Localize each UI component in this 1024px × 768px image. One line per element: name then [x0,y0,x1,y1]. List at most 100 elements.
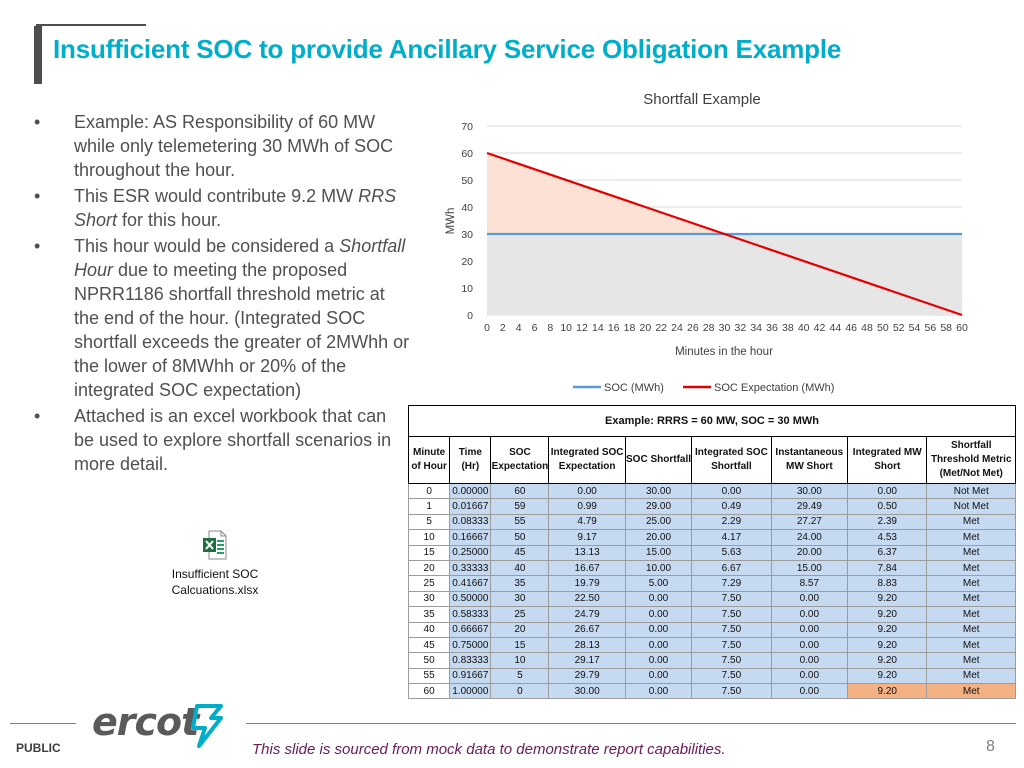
table-cell: 0.00000 [449,482,492,500]
x-tick-label: 4 [516,322,522,334]
x-tick-label: 36 [766,322,778,334]
title-accent-line [36,24,146,26]
table-cell: 0.00 [847,482,928,500]
table-cell: 9.20 [847,606,928,623]
x-tick-label: 6 [532,322,538,334]
footer-divider-right [246,723,1016,724]
table-cell: 20.00 [624,529,693,546]
table-row: 5 0.08333 55 4.79 25.00 2.29 27.27 2.39 Met [407,513,1016,531]
table-row: 25 0.41667 35 19.79 5.00 7.29 8.57 8.83 Met [407,575,1016,592]
table-cell: 0.25000 [449,544,492,561]
table-cell: 0.75000 [449,636,492,654]
table-row: 20 0.33333 40 16.67 10.00 6.67 15.00 7.84 Met [407,559,1016,577]
x-tick-label: 14 [592,322,604,334]
table-cell: 0.99 [548,498,626,515]
table-cell: 0.00 [624,667,693,685]
table-cell: 2.39 [847,513,928,531]
table-cell: 6.67 [691,559,772,577]
bullet-text: Attached is an excel workbook that can b… [74,406,392,474]
x-tick-label: 38 [782,322,794,334]
table-cell: Met [926,667,1016,685]
x-tick-label: 16 [608,322,620,334]
table-cell: Met [926,575,1016,592]
y-tick-label: 0 [467,310,473,322]
table-cell: 5.00 [624,575,693,592]
table-cell: 19.79 [548,575,626,592]
bullet-emphasis: Shortfall Hour [74,236,406,280]
table-cell: 40 [490,559,550,577]
table-row: 55 0.91667 5 29.79 0.00 7.50 0.00 9.20 Met [407,667,1016,685]
slide-title: Insufficient SOC to provide Ancillary Se… [53,34,842,64]
table-cell: 29.00 [624,498,693,515]
attachment-name-line1[interactable]: Insufficient SOC [171,567,259,581]
table-cell: 16.67 [548,559,626,577]
mock-data-disclaimer: This slide is sourced from mock data to … [252,741,726,758]
table-cell: 20 [490,621,550,638]
excel-file-icon[interactable] [203,530,227,560]
table-cell: 25 [490,606,550,623]
table-cell: 26.67 [548,621,626,638]
soc-area [487,234,962,315]
table-cell: 35 [407,606,451,623]
table-row: 1 0.01667 59 0.99 29.00 0.49 29.49 0.50 Not Met [407,498,1016,515]
bullet-item: This ESR would contribute 9.2 MW RRS Sho… [30,184,410,232]
table-cell: 6.37 [847,544,928,561]
attachment-name-line2[interactable]: Calcuations.xlsx [171,583,259,597]
table-cell: 0.50000 [449,590,492,608]
table-cell: 45 [407,636,451,654]
table-cell: Not Met [926,498,1016,515]
x-tick-label: 58 [940,322,952,334]
table-cell: 35 [490,575,550,592]
table-cell: 9.20 [847,636,928,654]
x-tick-label: 22 [655,322,667,334]
table-cell: 60 [407,683,451,700]
table-cell: Met [926,621,1016,638]
table-row: 45 0.75000 15 28.13 0.00 7.50 0.00 9.20 Met [407,636,1016,654]
table-cell: 30 [407,590,451,608]
table-cell: Not Met [926,482,1016,500]
table-cell: 0.00 [770,636,849,654]
y-tick-label: 50 [461,175,473,187]
x-tick-label: 50 [877,322,889,334]
table-cell: 0.00 [624,590,693,608]
table-cell: 30.00 [770,482,849,500]
y-tick-label: 30 [461,229,473,241]
table-row: 15 0.25000 45 13.13 15.00 5.63 20.00 6.37 Met [407,544,1016,561]
column-header: Shortfall Threshold Metric (Met/Not Met) [926,436,1016,484]
legend-label: SOC Expectation (MWh) [714,382,834,394]
table-cell: 60 [490,482,550,500]
table-cell: 0.66667 [449,621,492,638]
x-tick-label: 0 [484,322,490,334]
column-header: SOC Shortfall [624,436,693,484]
table-cell: 0 [490,683,550,700]
table-cell: 0.83333 [449,652,492,669]
table-cell: 10.00 [624,559,693,577]
table-cell: 20.00 [770,544,849,561]
x-tick-label: 20 [639,322,651,334]
table-cell: 55 [407,667,451,685]
bullet-item: Example: AS Responsibility of 60 MW whil… [30,110,410,182]
attachment[interactable]: Insufficient SOC Calcuations.xlsx [155,530,275,598]
table-cell: 5 [407,513,451,531]
x-tick-label: 30 [719,322,731,334]
table-cell: 0.00 [691,482,772,500]
table-cell: Met [926,606,1016,623]
table-cell: Met [926,652,1016,669]
table-cell: 25.00 [624,513,693,531]
table-header-row: Minute of Hour Time (Hr) SOC Expectation Integ… [407,436,1016,484]
bullet-list: Example: AS Responsibility of 60 MW whil… [30,110,410,478]
x-tick-label: 44 [829,322,841,334]
table-cell: 9.17 [548,529,626,546]
y-tick-label: 10 [461,283,473,295]
table-cell: 0.00 [770,621,849,638]
x-tick-label: 56 [924,322,936,334]
table-cell: 0.00 [770,667,849,685]
table-cell: 9.20 [847,667,928,685]
table-cell: 7.50 [691,667,772,685]
table-cell: 8.57 [770,575,849,592]
x-tick-label: 40 [798,322,810,334]
table-cell: 0.00 [770,683,849,700]
column-header: Integrated SOC Shortfall [691,436,772,484]
y-tick-label: 70 [461,121,473,133]
table-cell: 0.91667 [449,667,492,685]
